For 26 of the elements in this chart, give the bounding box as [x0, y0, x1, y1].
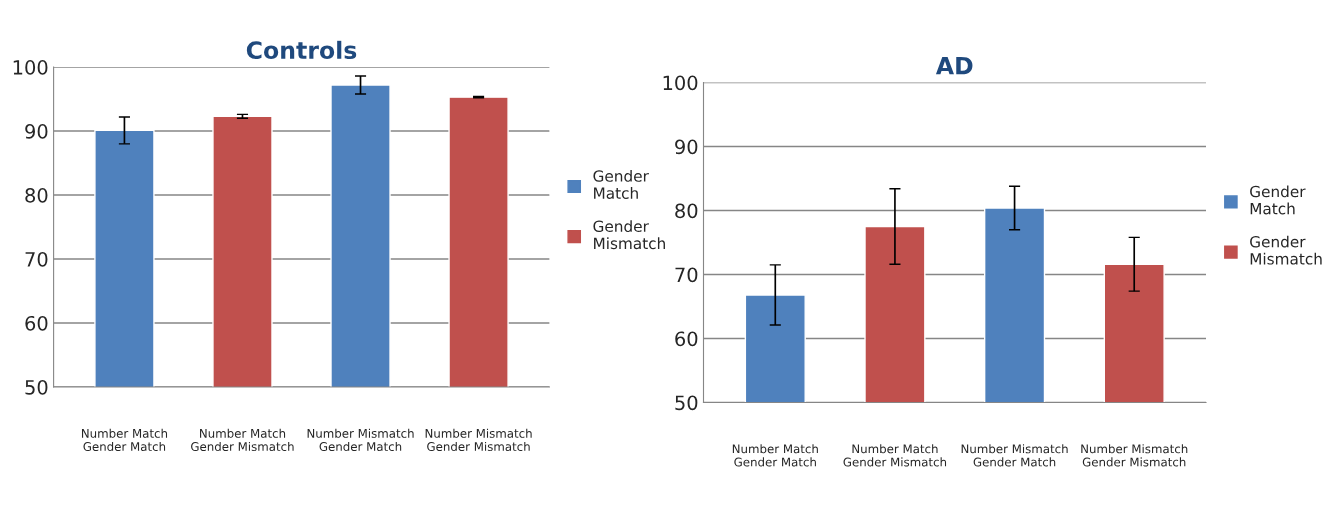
- x-tick-label: Number Mismatch Gender Mismatch: [1081, 444, 1188, 467]
- y-tick-label: 80: [675, 203, 698, 219]
- y-tick-label: 50: [675, 395, 698, 411]
- y-tick-label: 100: [663, 75, 698, 91]
- x-tick-label: Number Match Gender Match: [81, 428, 168, 452]
- y-tick-label: 60: [25, 315, 48, 331]
- legend-label: Gender Mismatch: [1250, 235, 1322, 265]
- y-tick-label: 70: [675, 267, 698, 283]
- x-tick-label: Number Mismatch Gender Match: [961, 444, 1068, 467]
- x-tick-label: Number Match Gender Match: [732, 444, 818, 467]
- y-tick-label: 90: [25, 124, 48, 139]
- x-tick-label: Number Match Gender Mismatch: [191, 428, 294, 452]
- legend-label: Gender Mismatch: [593, 220, 665, 250]
- x-tick-label: Number Mismatch Gender Mismatch: [425, 428, 532, 452]
- y-tick-label: 70: [25, 251, 48, 267]
- x-tick-label: Number Match Gender Mismatch: [843, 444, 947, 467]
- y-tick-label: 50: [25, 379, 48, 395]
- x-tick-label: Number Mismatch Gender Match: [307, 428, 414, 452]
- y-tick-label: 60: [675, 331, 698, 347]
- legend-label: Gender Match: [1250, 185, 1306, 215]
- legend-label: Gender Match: [593, 169, 649, 199]
- y-tick-label: 80: [25, 188, 48, 203]
- y-tick-label: 100: [13, 60, 48, 75]
- chart-title: AD: [935, 57, 973, 75]
- y-tick-label: 90: [675, 139, 698, 155]
- chart-title: Controls: [246, 40, 357, 60]
